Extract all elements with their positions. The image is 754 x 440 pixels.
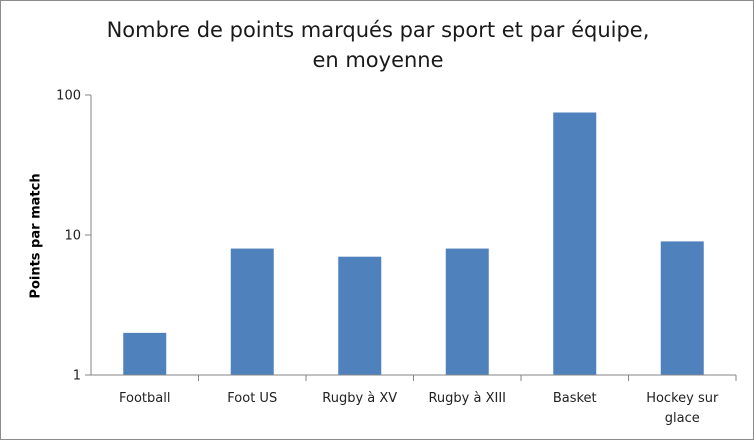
x-ticks-group: Football Foot US Rugby à XV Rugby à XIII Bas… xyxy=(119,375,737,426)
y-tick-label-0: 1 xyxy=(73,369,81,384)
y-tick-label-2: 100 xyxy=(56,89,81,104)
y-ticks-group: 1 10 100 xyxy=(56,89,91,384)
chart-title: Nombre de points marqués par sport et pa… xyxy=(106,18,650,72)
axes-group xyxy=(90,95,736,376)
x-tick-label-0: Football xyxy=(119,391,170,406)
bar-5 xyxy=(660,241,704,375)
bar-2 xyxy=(338,256,382,375)
bar-0 xyxy=(123,332,167,375)
x-tick-label-3: Rugby à XIII xyxy=(428,391,506,406)
x-tick-label-2: Rugby à XV xyxy=(322,391,397,406)
bar-3 xyxy=(445,248,489,375)
x-tick-label-4: Basket xyxy=(553,391,597,406)
bar-4 xyxy=(553,112,597,376)
x-tick-label-5: Hockey sur glace xyxy=(646,391,719,426)
x-tick-label-1: Foot US xyxy=(227,391,277,406)
bar-1 xyxy=(230,248,274,375)
y-tick-label-1: 10 xyxy=(64,229,81,244)
bars-group xyxy=(123,112,704,376)
